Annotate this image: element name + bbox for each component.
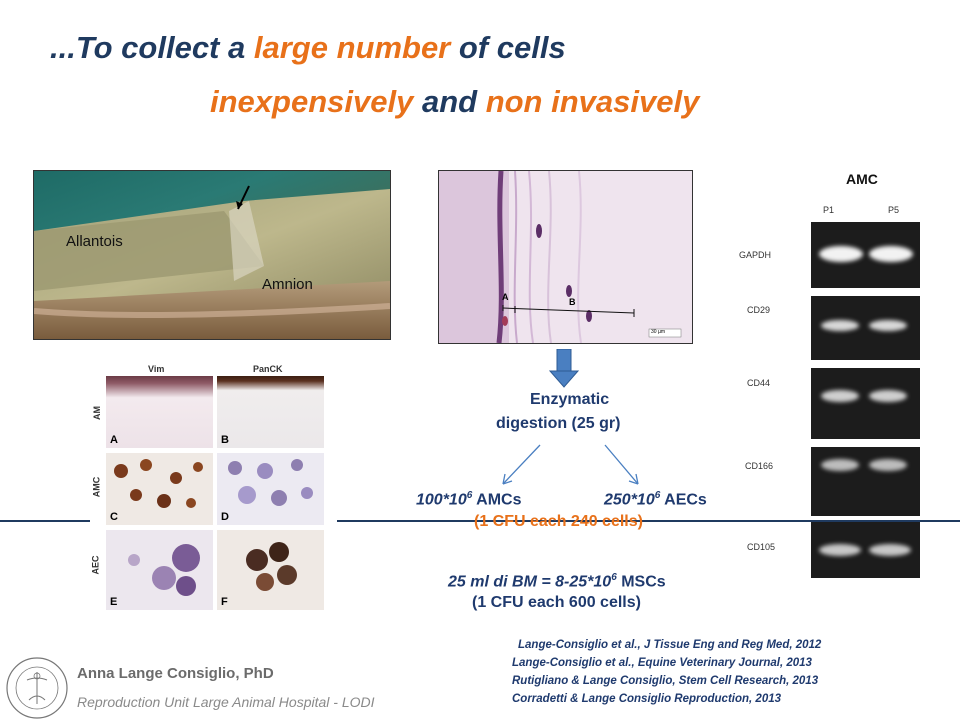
panel-letter: A (110, 434, 118, 446)
histo-label-a: A (502, 292, 509, 302)
divider-line-right (337, 520, 960, 522)
placenta-illustration (34, 185, 390, 339)
cfu-note-1: (1 CFU each 240 cells) (474, 513, 643, 530)
gel-band (869, 390, 907, 402)
panel-letter: B (221, 434, 229, 446)
panel-d: D (217, 453, 324, 525)
gel-lane-cd166 (811, 447, 920, 516)
gel-band (821, 390, 859, 402)
staining-panel: Vim PanCK AM AMC AEC A B C D E (90, 360, 340, 615)
author-name: Anna Lange Consiglio, PhD (77, 665, 274, 682)
gel-lane-cd29 (811, 296, 920, 360)
amc-count: 100*106 AMCs (416, 486, 521, 509)
gel-band (821, 459, 859, 471)
label-allantois: Allantois (66, 233, 123, 250)
marker-cd44: CD44 (747, 378, 771, 388)
histo-label-b: B (569, 297, 576, 307)
amc-count-label: AMCs (472, 491, 522, 509)
process-step-1: Enzymatic (530, 391, 610, 408)
title-highlight: large number (253, 30, 451, 65)
panel-letter: F (221, 596, 228, 608)
cells-purple (228, 459, 313, 506)
gel-col-p5: P5 (888, 205, 900, 215)
row-label-aec: AEC (90, 555, 101, 575)
amc-count-value: 100*10 (416, 491, 467, 509)
gel-band (869, 459, 907, 471)
histology-image: A B 30 µm (438, 170, 693, 344)
gel-band (819, 246, 863, 262)
split-arrows-icon (502, 444, 639, 485)
gel-lane-gapdh (811, 222, 920, 288)
gel-lane-cd44 (811, 368, 920, 439)
row-label-amc: AMC (91, 476, 102, 498)
aec-count-label: AECs (660, 491, 707, 509)
cells-brown (114, 459, 203, 508)
reference-item: Corradetti & Lange Consiglio Reproductio… (512, 693, 782, 705)
panel-letter: E (110, 596, 118, 608)
down-arrow-icon (549, 349, 579, 388)
marker-cd166: CD166 (745, 461, 774, 471)
bm-count-label: MSCs (616, 573, 666, 591)
references: Lange-Consiglio et al., J Tissue Eng and… (512, 636, 821, 708)
gel-lane-cd105 (811, 522, 920, 578)
gel-band (869, 544, 911, 556)
gel-col-p1: P1 (823, 205, 835, 215)
histo-scale: 30 µm (651, 329, 665, 335)
title-line-1: ...To collect a large number of cells (50, 30, 566, 66)
aec-count-exp: 6 (654, 490, 661, 501)
aec-count: 250*106 AECs (604, 486, 707, 509)
reference-item: Rutigliano & Lange Consiglio, Stem Cell … (512, 675, 819, 687)
row-label-am: AM (92, 406, 102, 420)
placenta-photo: Allantois Amnion (33, 170, 391, 340)
title-part: and (413, 84, 486, 119)
panel-c: C (106, 453, 213, 525)
gel-band (821, 320, 859, 331)
panel-letter: C (110, 511, 118, 523)
cfu-note-2: (1 CFU each 600 cells) (472, 594, 641, 611)
cells-large-brown (246, 542, 297, 591)
col-label-vim: Vim (148, 364, 165, 374)
label-amnion: Amnion (262, 276, 313, 293)
panel-b: B (217, 376, 324, 448)
aec-count-value: 250*10 (604, 491, 655, 509)
gel-band (869, 320, 907, 331)
title-part: ...To collect a (50, 30, 254, 65)
marker-gapdh: GAPDH (739, 250, 772, 260)
cells-large-purple (128, 544, 200, 596)
panel-f: F (217, 530, 324, 610)
reference-item: Lange-Consiglio et al., Equine Veterinar… (512, 657, 812, 669)
author-unit: Reproduction Unit Large Animal Hospital … (77, 694, 375, 710)
title-highlight: inexpensively (210, 84, 414, 119)
title-highlight: non invasively (485, 84, 700, 119)
gel-band (819, 544, 861, 556)
panel-a: A (106, 376, 213, 448)
gel-band (869, 246, 913, 262)
gel-title: AMC (846, 171, 878, 187)
university-seal-icon (6, 657, 68, 719)
bm-count-value: 25 ml di BM = 8-25*10 (448, 573, 612, 591)
histology-illustration (439, 171, 682, 343)
reference-item: Lange-Consiglio et al., J Tissue Eng and… (518, 639, 822, 651)
amc-count-exp: 6 (466, 490, 473, 501)
marker-cd105: CD105 (747, 542, 776, 552)
marker-cd29: CD29 (747, 305, 771, 315)
divider-line-left (0, 520, 90, 522)
bm-count-exp: 6 (611, 572, 617, 583)
panel-e: E (106, 530, 213, 610)
panel-letter: D (221, 511, 229, 523)
bm-count: 25 ml di BM = 8-25*106 MSCs (448, 568, 666, 591)
title-part: of cells (450, 30, 566, 65)
title-line-2: inexpensively and non invasively (210, 84, 699, 120)
process-step-2: digestion (25 gr) (496, 415, 621, 432)
col-label-panck: PanCK (253, 364, 283, 374)
